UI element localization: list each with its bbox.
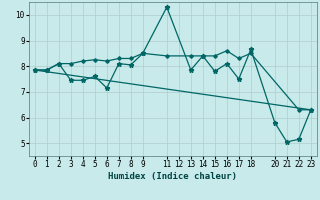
X-axis label: Humidex (Indice chaleur): Humidex (Indice chaleur) xyxy=(108,172,237,181)
